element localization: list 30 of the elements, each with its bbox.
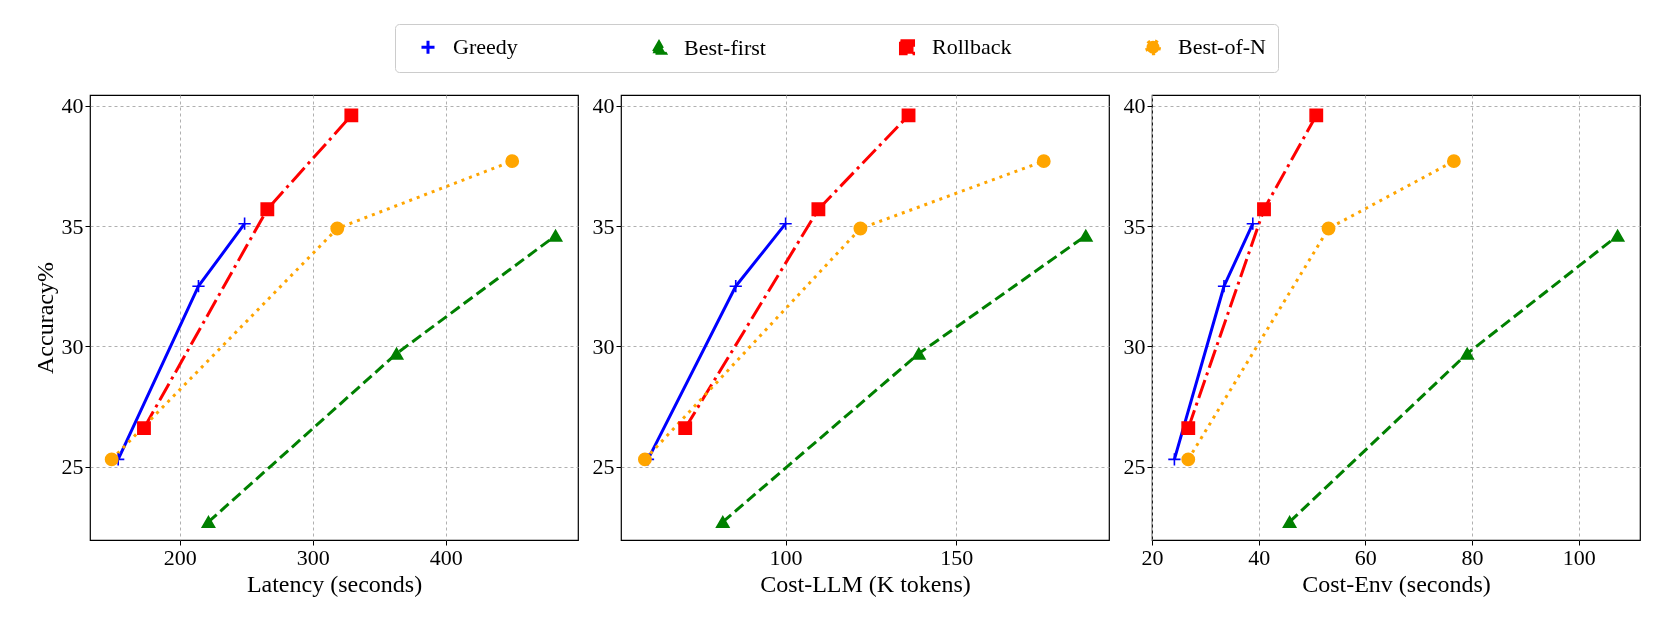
y-tick-label: 30 [592,333,615,359]
x-tick-label: 80 [1461,544,1484,570]
y-tick-label: 35 [592,213,615,239]
x-tick-label: 300 [296,544,330,570]
y-tick-label: 35 [61,213,84,239]
y-tick-label: 25 [61,454,84,480]
y-tick-label: 40 [61,93,84,119]
y-tick-label: 30 [1123,333,1146,359]
y-tick-label: 35 [1123,213,1146,239]
x-tick-label: 20 [1141,544,1164,570]
x-axis-title: Cost-Env (seconds) [1302,570,1491,597]
x-tick-label: 400 [429,544,463,570]
legend-label: Best-first [684,34,766,60]
x-tick-label: 100 [769,544,803,570]
y-tick-label: 40 [592,93,615,119]
x-tick-label: 200 [163,544,197,570]
x-tick-label: 150 [940,544,974,570]
y-tick-label: 25 [592,454,615,480]
x-tick-label: 100 [1562,544,1596,570]
x-axis-title: Cost-LLM (K tokens) [760,570,971,597]
y-tick-label: 30 [61,333,84,359]
legend-label: Greedy [453,34,518,60]
legend-label: Rollback [932,34,1012,60]
x-tick-label: 60 [1354,544,1377,570]
y-axis-title: Accuracy% [31,262,58,374]
y-tick-label: 25 [1123,454,1146,480]
x-tick-label: 40 [1248,544,1271,570]
y-tick-label: 40 [1123,93,1146,119]
legend-label: Best-of-N [1178,34,1267,60]
x-axis-title: Latency (seconds) [246,570,423,597]
